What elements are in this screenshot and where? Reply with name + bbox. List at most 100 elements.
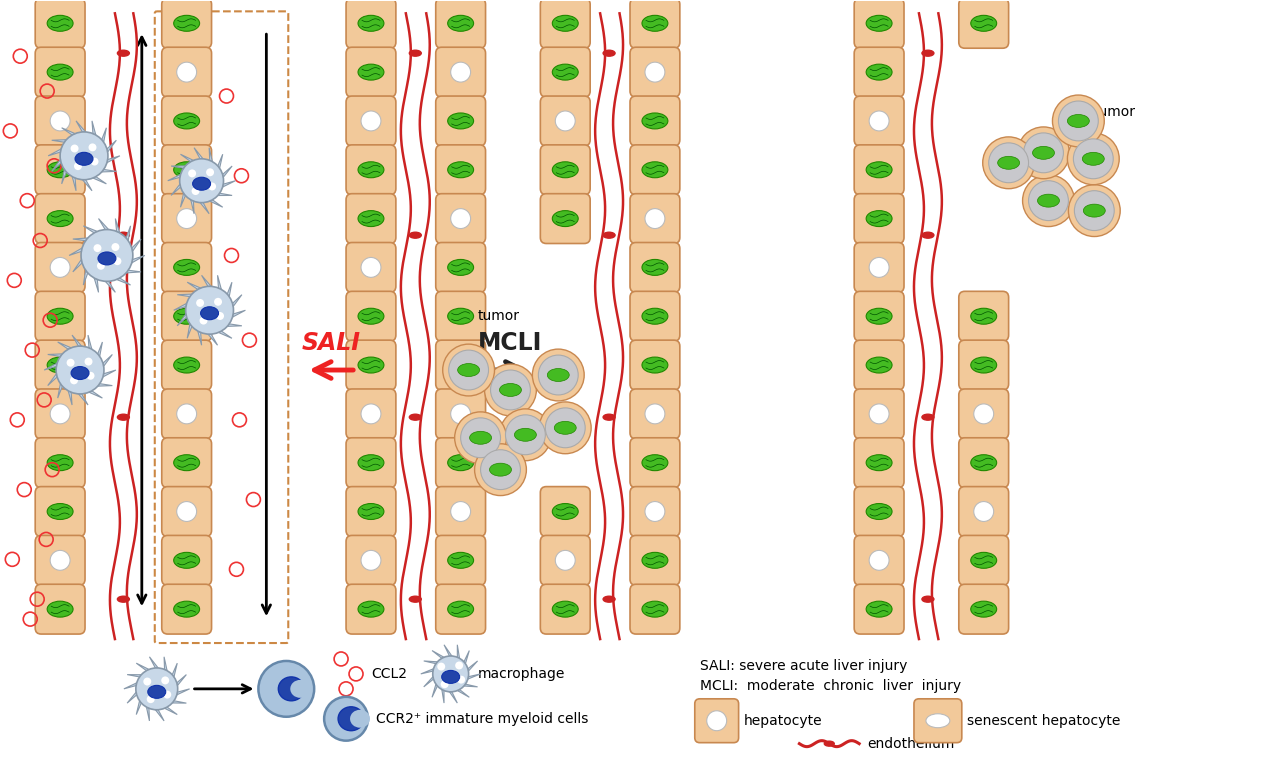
FancyBboxPatch shape — [629, 535, 680, 585]
FancyBboxPatch shape — [854, 291, 904, 341]
Ellipse shape — [448, 308, 473, 324]
FancyBboxPatch shape — [959, 389, 1009, 439]
FancyBboxPatch shape — [161, 0, 212, 48]
FancyBboxPatch shape — [346, 340, 396, 390]
Circle shape — [86, 372, 94, 380]
Ellipse shape — [47, 503, 74, 519]
Circle shape — [546, 408, 585, 447]
FancyBboxPatch shape — [541, 535, 590, 585]
FancyBboxPatch shape — [541, 194, 590, 244]
Circle shape — [89, 143, 96, 151]
Polygon shape — [431, 650, 444, 659]
Polygon shape — [79, 394, 88, 405]
Ellipse shape — [174, 601, 199, 617]
Ellipse shape — [75, 152, 93, 165]
FancyBboxPatch shape — [541, 145, 590, 195]
Polygon shape — [171, 166, 185, 168]
Text: endothelium: endothelium — [867, 737, 954, 751]
Ellipse shape — [47, 15, 74, 31]
Ellipse shape — [603, 232, 615, 238]
Polygon shape — [468, 661, 477, 671]
FancyBboxPatch shape — [541, 487, 590, 537]
Text: MCLI: MCLI — [478, 331, 543, 355]
Polygon shape — [442, 690, 444, 703]
Polygon shape — [124, 683, 137, 689]
Ellipse shape — [47, 455, 74, 471]
Polygon shape — [115, 219, 119, 233]
Polygon shape — [102, 170, 117, 172]
Polygon shape — [89, 391, 103, 398]
FancyBboxPatch shape — [36, 194, 85, 244]
Circle shape — [500, 409, 551, 461]
Circle shape — [461, 418, 500, 458]
Circle shape — [1018, 127, 1070, 179]
FancyBboxPatch shape — [161, 194, 212, 244]
Polygon shape — [150, 657, 159, 668]
Ellipse shape — [360, 257, 381, 277]
Polygon shape — [155, 710, 164, 721]
Ellipse shape — [552, 64, 579, 80]
FancyBboxPatch shape — [36, 0, 85, 48]
FancyBboxPatch shape — [161, 340, 212, 390]
Ellipse shape — [642, 357, 667, 373]
FancyBboxPatch shape — [959, 340, 1009, 390]
Ellipse shape — [47, 601, 74, 617]
Ellipse shape — [448, 455, 473, 471]
Polygon shape — [424, 677, 434, 687]
Polygon shape — [98, 342, 103, 357]
Circle shape — [481, 450, 520, 490]
Ellipse shape — [201, 307, 218, 319]
Ellipse shape — [442, 671, 459, 684]
Text: CCR2⁺ immature myeloid cells: CCR2⁺ immature myeloid cells — [376, 712, 589, 726]
Ellipse shape — [448, 601, 473, 617]
Ellipse shape — [869, 404, 890, 424]
FancyBboxPatch shape — [629, 145, 680, 195]
FancyBboxPatch shape — [346, 194, 396, 244]
Ellipse shape — [1067, 114, 1089, 127]
Ellipse shape — [193, 177, 211, 190]
Circle shape — [90, 157, 99, 166]
Ellipse shape — [490, 463, 511, 476]
FancyBboxPatch shape — [959, 584, 1009, 634]
Ellipse shape — [358, 162, 385, 178]
Ellipse shape — [450, 209, 471, 229]
Ellipse shape — [358, 455, 385, 471]
FancyBboxPatch shape — [346, 535, 396, 585]
Ellipse shape — [645, 209, 665, 229]
Circle shape — [1075, 191, 1114, 231]
Circle shape — [989, 143, 1029, 182]
Polygon shape — [194, 148, 203, 159]
FancyBboxPatch shape — [629, 0, 680, 48]
Polygon shape — [84, 270, 88, 285]
Polygon shape — [52, 140, 66, 142]
FancyBboxPatch shape — [695, 699, 739, 743]
Polygon shape — [421, 668, 434, 674]
FancyBboxPatch shape — [959, 0, 1009, 48]
Circle shape — [438, 662, 445, 671]
Ellipse shape — [973, 404, 994, 424]
FancyBboxPatch shape — [161, 535, 212, 585]
Text: macrophage: macrophage — [477, 667, 565, 681]
Polygon shape — [178, 314, 187, 326]
Ellipse shape — [118, 597, 129, 602]
Ellipse shape — [174, 357, 199, 373]
Polygon shape — [132, 239, 141, 251]
Polygon shape — [201, 203, 209, 213]
Ellipse shape — [514, 428, 537, 441]
Circle shape — [443, 344, 495, 396]
Ellipse shape — [867, 455, 892, 471]
Ellipse shape — [642, 260, 667, 276]
Circle shape — [1067, 133, 1119, 185]
Polygon shape — [227, 324, 242, 326]
Ellipse shape — [358, 64, 385, 80]
Polygon shape — [62, 170, 66, 184]
Polygon shape — [444, 645, 452, 656]
Circle shape — [164, 690, 171, 699]
Polygon shape — [126, 226, 131, 241]
Circle shape — [185, 286, 233, 334]
FancyBboxPatch shape — [36, 340, 85, 390]
FancyBboxPatch shape — [36, 535, 85, 585]
Circle shape — [180, 159, 223, 203]
Ellipse shape — [555, 422, 576, 435]
Ellipse shape — [51, 257, 70, 277]
